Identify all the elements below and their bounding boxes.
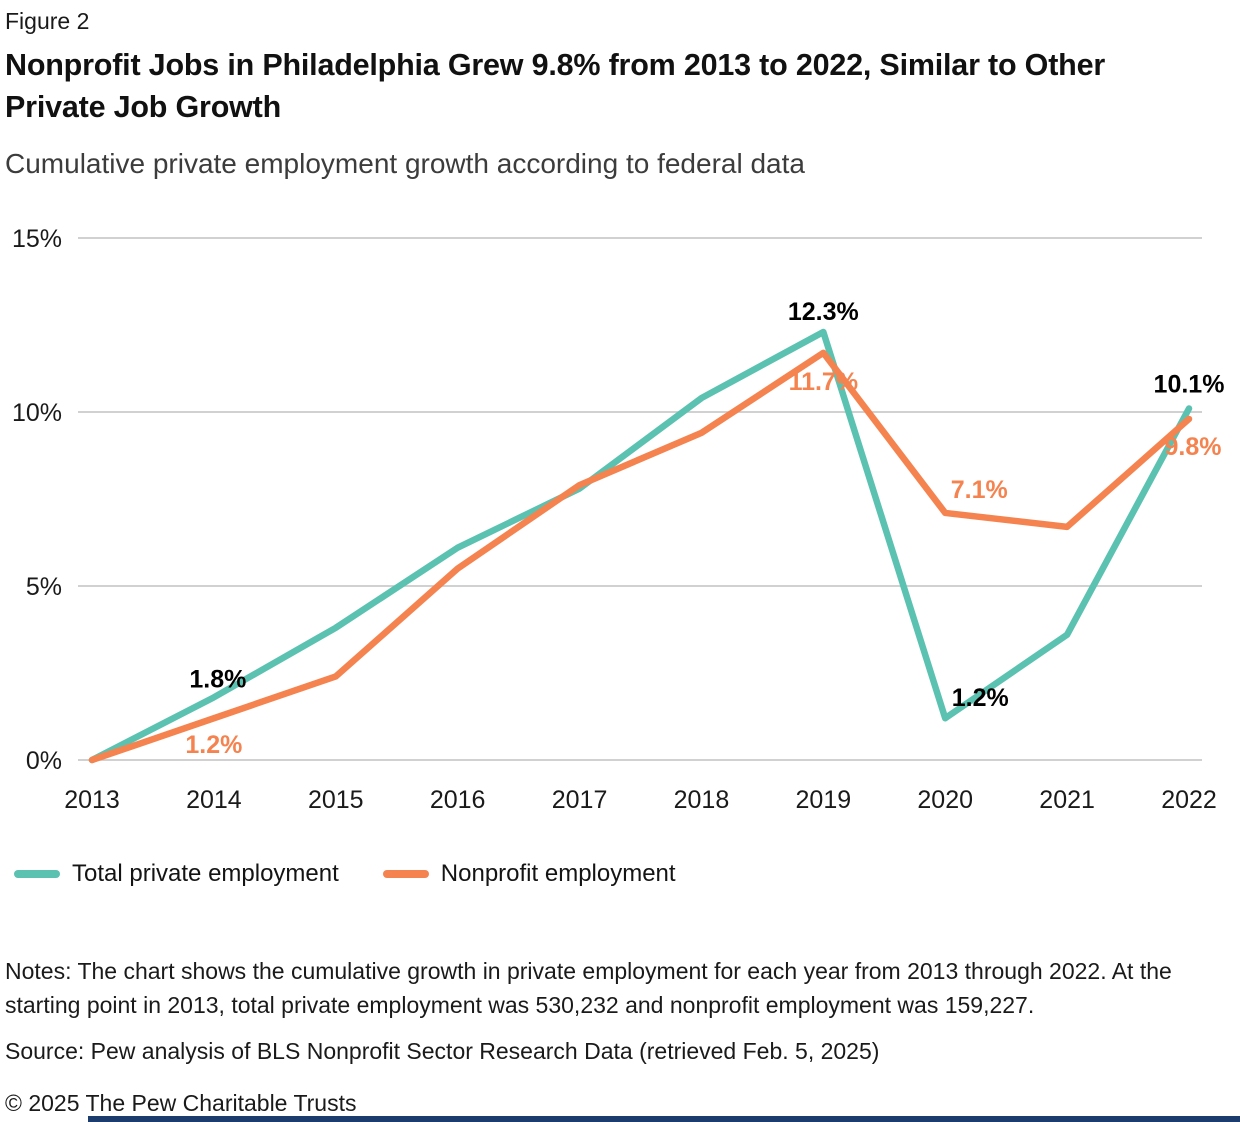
legend-swatch-orange (382, 870, 429, 878)
x-tick-label: 2015 (308, 786, 364, 814)
data-label: 1.2% (952, 684, 1009, 712)
legend-label-nonprofit: Nonprofit employment (440, 860, 676, 887)
data-label: 11.7% (789, 368, 859, 396)
x-tick-label: 2021 (1039, 786, 1095, 814)
data-label: 7.1% (951, 476, 1008, 504)
x-tick-label: 2013 (64, 786, 120, 814)
x-tick-label: 2020 (917, 786, 973, 814)
chart-subtitle: Cumulative private employment growth acc… (5, 148, 805, 179)
figure-label: Figure 2 (5, 8, 90, 34)
x-tick-label: 2019 (796, 786, 852, 814)
legend-swatch-teal (14, 870, 60, 878)
data-label: 10.1% (1154, 371, 1225, 399)
data-label: 9.8% (1165, 433, 1222, 461)
x-tick-label: 2014 (186, 786, 242, 814)
legend-label-total-private: Total private employment (72, 860, 339, 887)
y-tick-label: 10% (12, 399, 62, 427)
data-label: 12.3% (788, 298, 859, 326)
y-tick-label: 5% (26, 573, 62, 601)
data-label: 1.2% (185, 731, 242, 759)
line-chart: 0% 5% 10% 15% 2013 2014 2015 2016 2017 2018 2019 20… (12, 225, 1225, 814)
x-tick-label: 2022 (1161, 786, 1217, 814)
x-tick-label: 2016 (430, 786, 486, 814)
x-tick-label: 2017 (552, 786, 608, 814)
y-tick-label: 0% (26, 747, 62, 775)
source-text: Source: Pew analysis of BLS Nonprofit Se… (5, 1038, 880, 1064)
chart-legend: Total private employment Nonprofit emplo… (14, 860, 676, 888)
legend-item-nonprofit: Nonprofit employment (382, 860, 676, 888)
legend-item-total-private: Total private employment (14, 860, 339, 888)
y-tick-label: 15% (12, 225, 62, 253)
x-tick-label: 2018 (674, 786, 730, 814)
notes-text: Notes: The chart shows the cumulative gr… (5, 958, 1172, 1018)
chart-title: Nonprofit Jobs in Philadelphia Grew 9.8%… (5, 48, 1106, 124)
series-line-nonprofit (88, 349, 1193, 764)
copyright-text: © 2025 The Pew Charitable Trusts (5, 1090, 357, 1116)
series-line-total-private (88, 328, 1193, 764)
footer-bar-partial (88, 1116, 1240, 1122)
data-label: 1.8% (189, 665, 246, 693)
